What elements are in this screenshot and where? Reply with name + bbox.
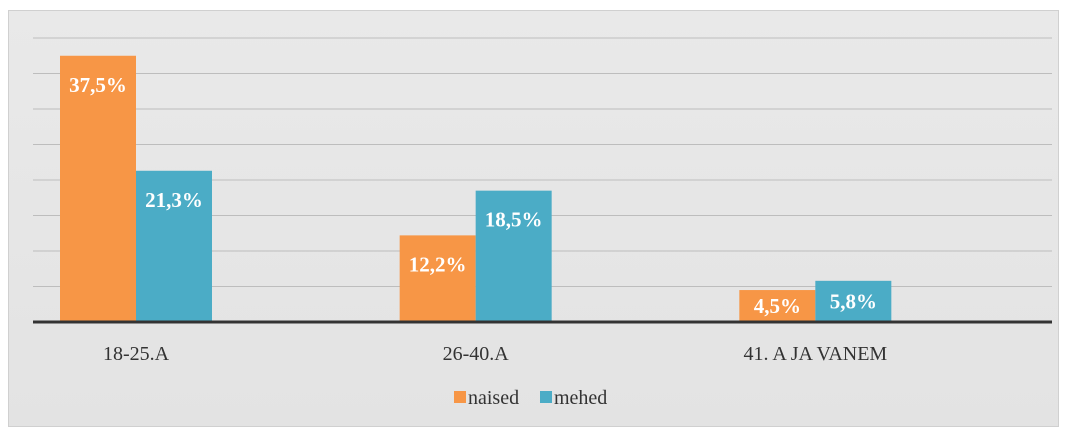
data-label-mehed: 18,5% [485, 208, 543, 232]
bar-naised [60, 55, 136, 322]
legend-swatch-naised [454, 391, 466, 403]
bar-mehed [136, 170, 212, 322]
bar-mehed [475, 190, 552, 322]
legend: naised mehed [454, 387, 607, 409]
data-label-naised: 12,2% [409, 252, 467, 276]
bar-naised [399, 235, 476, 322]
data-label-mehed: 21,3% [145, 188, 203, 212]
legend-swatch-mehed [540, 391, 552, 403]
bars: 37,5% 21,3% 12,2% 18,5% 4,5% 5,8% [60, 55, 892, 322]
data-label-naised: 37,5% [69, 73, 127, 97]
category-labels: 18-25.A 26-40.A 41. A JA VANEM [103, 343, 887, 365]
data-label-mehed: 5,8% [830, 289, 877, 313]
bar-mehed [815, 280, 892, 322]
category-label: 26-40.A [443, 343, 510, 365]
category-label: 18-25.A [103, 343, 170, 365]
legend-label-mehed: mehed [554, 387, 607, 409]
legend-label-naised: naised [468, 387, 519, 409]
data-label-naised: 4,5% [754, 294, 801, 318]
category-label: 41. A JA VANEM [743, 343, 887, 365]
bar-naised [739, 290, 816, 322]
